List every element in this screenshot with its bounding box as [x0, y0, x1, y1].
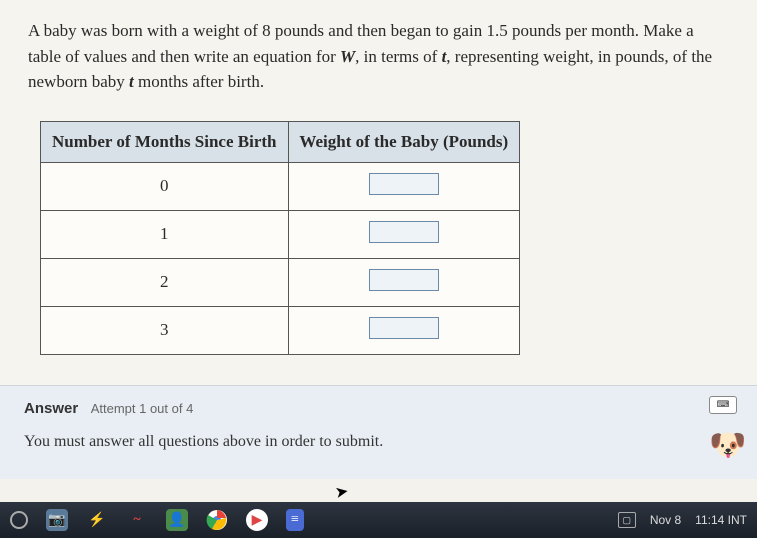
answer-label: Answer Attempt 1 out of 4 — [24, 400, 733, 417]
app-icon-4[interactable]: 👤 — [166, 509, 188, 531]
play-icon[interactable]: ▶ — [246, 509, 268, 531]
weight-cell — [288, 258, 519, 306]
weight-input-1[interactable] — [369, 221, 439, 243]
month-cell: 3 — [41, 306, 289, 354]
header-weight: Weight of the Baby (Pounds) — [288, 121, 519, 162]
header-months: Number of Months Since Birth — [41, 121, 289, 162]
docs-icon[interactable]: ≡ — [286, 509, 304, 531]
instruction-text: You must answer all questions above in o… — [24, 433, 733, 451]
var-w: W — [340, 47, 355, 66]
problem-part-2: , in terms of — [355, 47, 441, 66]
table-row: 1 — [41, 210, 520, 258]
weight-cell — [288, 210, 519, 258]
tray-icon[interactable]: ▢ — [618, 512, 636, 528]
weight-cell — [288, 306, 519, 354]
launcher-icon[interactable] — [10, 511, 28, 529]
month-cell: 0 — [41, 162, 289, 210]
app-icon-2[interactable]: ⚡ — [86, 509, 108, 531]
app-icon-1[interactable]: 📷 — [46, 509, 68, 531]
taskbar: 📷 ⚡ ~ 👤 ▶ ≡ ▢ Nov 8 11:14 INT — [0, 502, 757, 538]
cursor-icon: ➤ — [333, 481, 350, 503]
weight-cell — [288, 162, 519, 210]
weight-input-3[interactable] — [369, 317, 439, 339]
answer-word: Answer — [24, 400, 78, 417]
attempt-text: Attempt 1 out of 4 — [91, 401, 194, 416]
table-row: 2 — [41, 258, 520, 306]
weight-input-2[interactable] — [369, 269, 439, 291]
taskbar-time: 11:14 INT — [695, 513, 747, 527]
weight-input-0[interactable] — [369, 173, 439, 195]
values-table: Number of Months Since Birth Weight of t… — [40, 121, 520, 355]
table-row: 3 — [41, 306, 520, 354]
problem-part-6: months after birth. — [134, 72, 264, 91]
taskbar-right: ▢ Nov 8 11:14 INT — [618, 512, 747, 528]
problem-text: A baby was born with a weight of 8 pound… — [28, 18, 729, 95]
keyboard-icon[interactable]: ⌨ — [709, 396, 737, 414]
mascot-icon: 🐶 — [709, 431, 749, 469]
app-icon-3[interactable]: ~ — [126, 509, 148, 531]
month-cell: 2 — [41, 258, 289, 306]
answer-area: ⌨ Answer Attempt 1 out of 4 You must ans… — [0, 385, 757, 479]
taskbar-date: Nov 8 — [650, 513, 681, 527]
problem-area: A baby was born with a weight of 8 pound… — [0, 0, 757, 105]
month-cell: 1 — [41, 210, 289, 258]
table-row: 0 — [41, 162, 520, 210]
taskbar-left: 📷 ⚡ ~ 👤 ▶ ≡ — [10, 509, 304, 531]
table-wrap: Number of Months Since Birth Weight of t… — [0, 105, 757, 385]
chrome-icon[interactable] — [206, 509, 228, 531]
